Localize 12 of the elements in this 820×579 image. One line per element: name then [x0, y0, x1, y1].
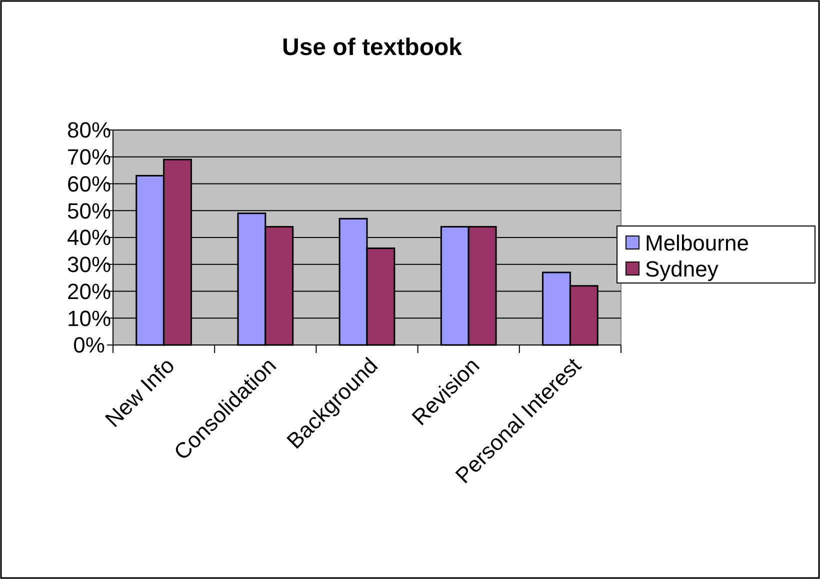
- y-tick-label: 70%: [66, 144, 112, 170]
- y-tick-label: 0%: [73, 332, 105, 358]
- y-tick-label: 40%: [66, 225, 112, 250]
- y-tick-label: 50%: [66, 198, 112, 224]
- y-tick-label: 30%: [66, 252, 112, 278]
- y-tick-label: 80%: [66, 118, 112, 143]
- chart-title: Use of textbook: [282, 34, 463, 61]
- legend-label: Melbourne: [645, 230, 749, 256]
- y-tick-label: 20%: [66, 278, 112, 304]
- legend-label: Sydney: [645, 256, 718, 282]
- y-tick-label: 60%: [66, 171, 112, 196]
- y-tick-label: 10%: [66, 306, 112, 331]
